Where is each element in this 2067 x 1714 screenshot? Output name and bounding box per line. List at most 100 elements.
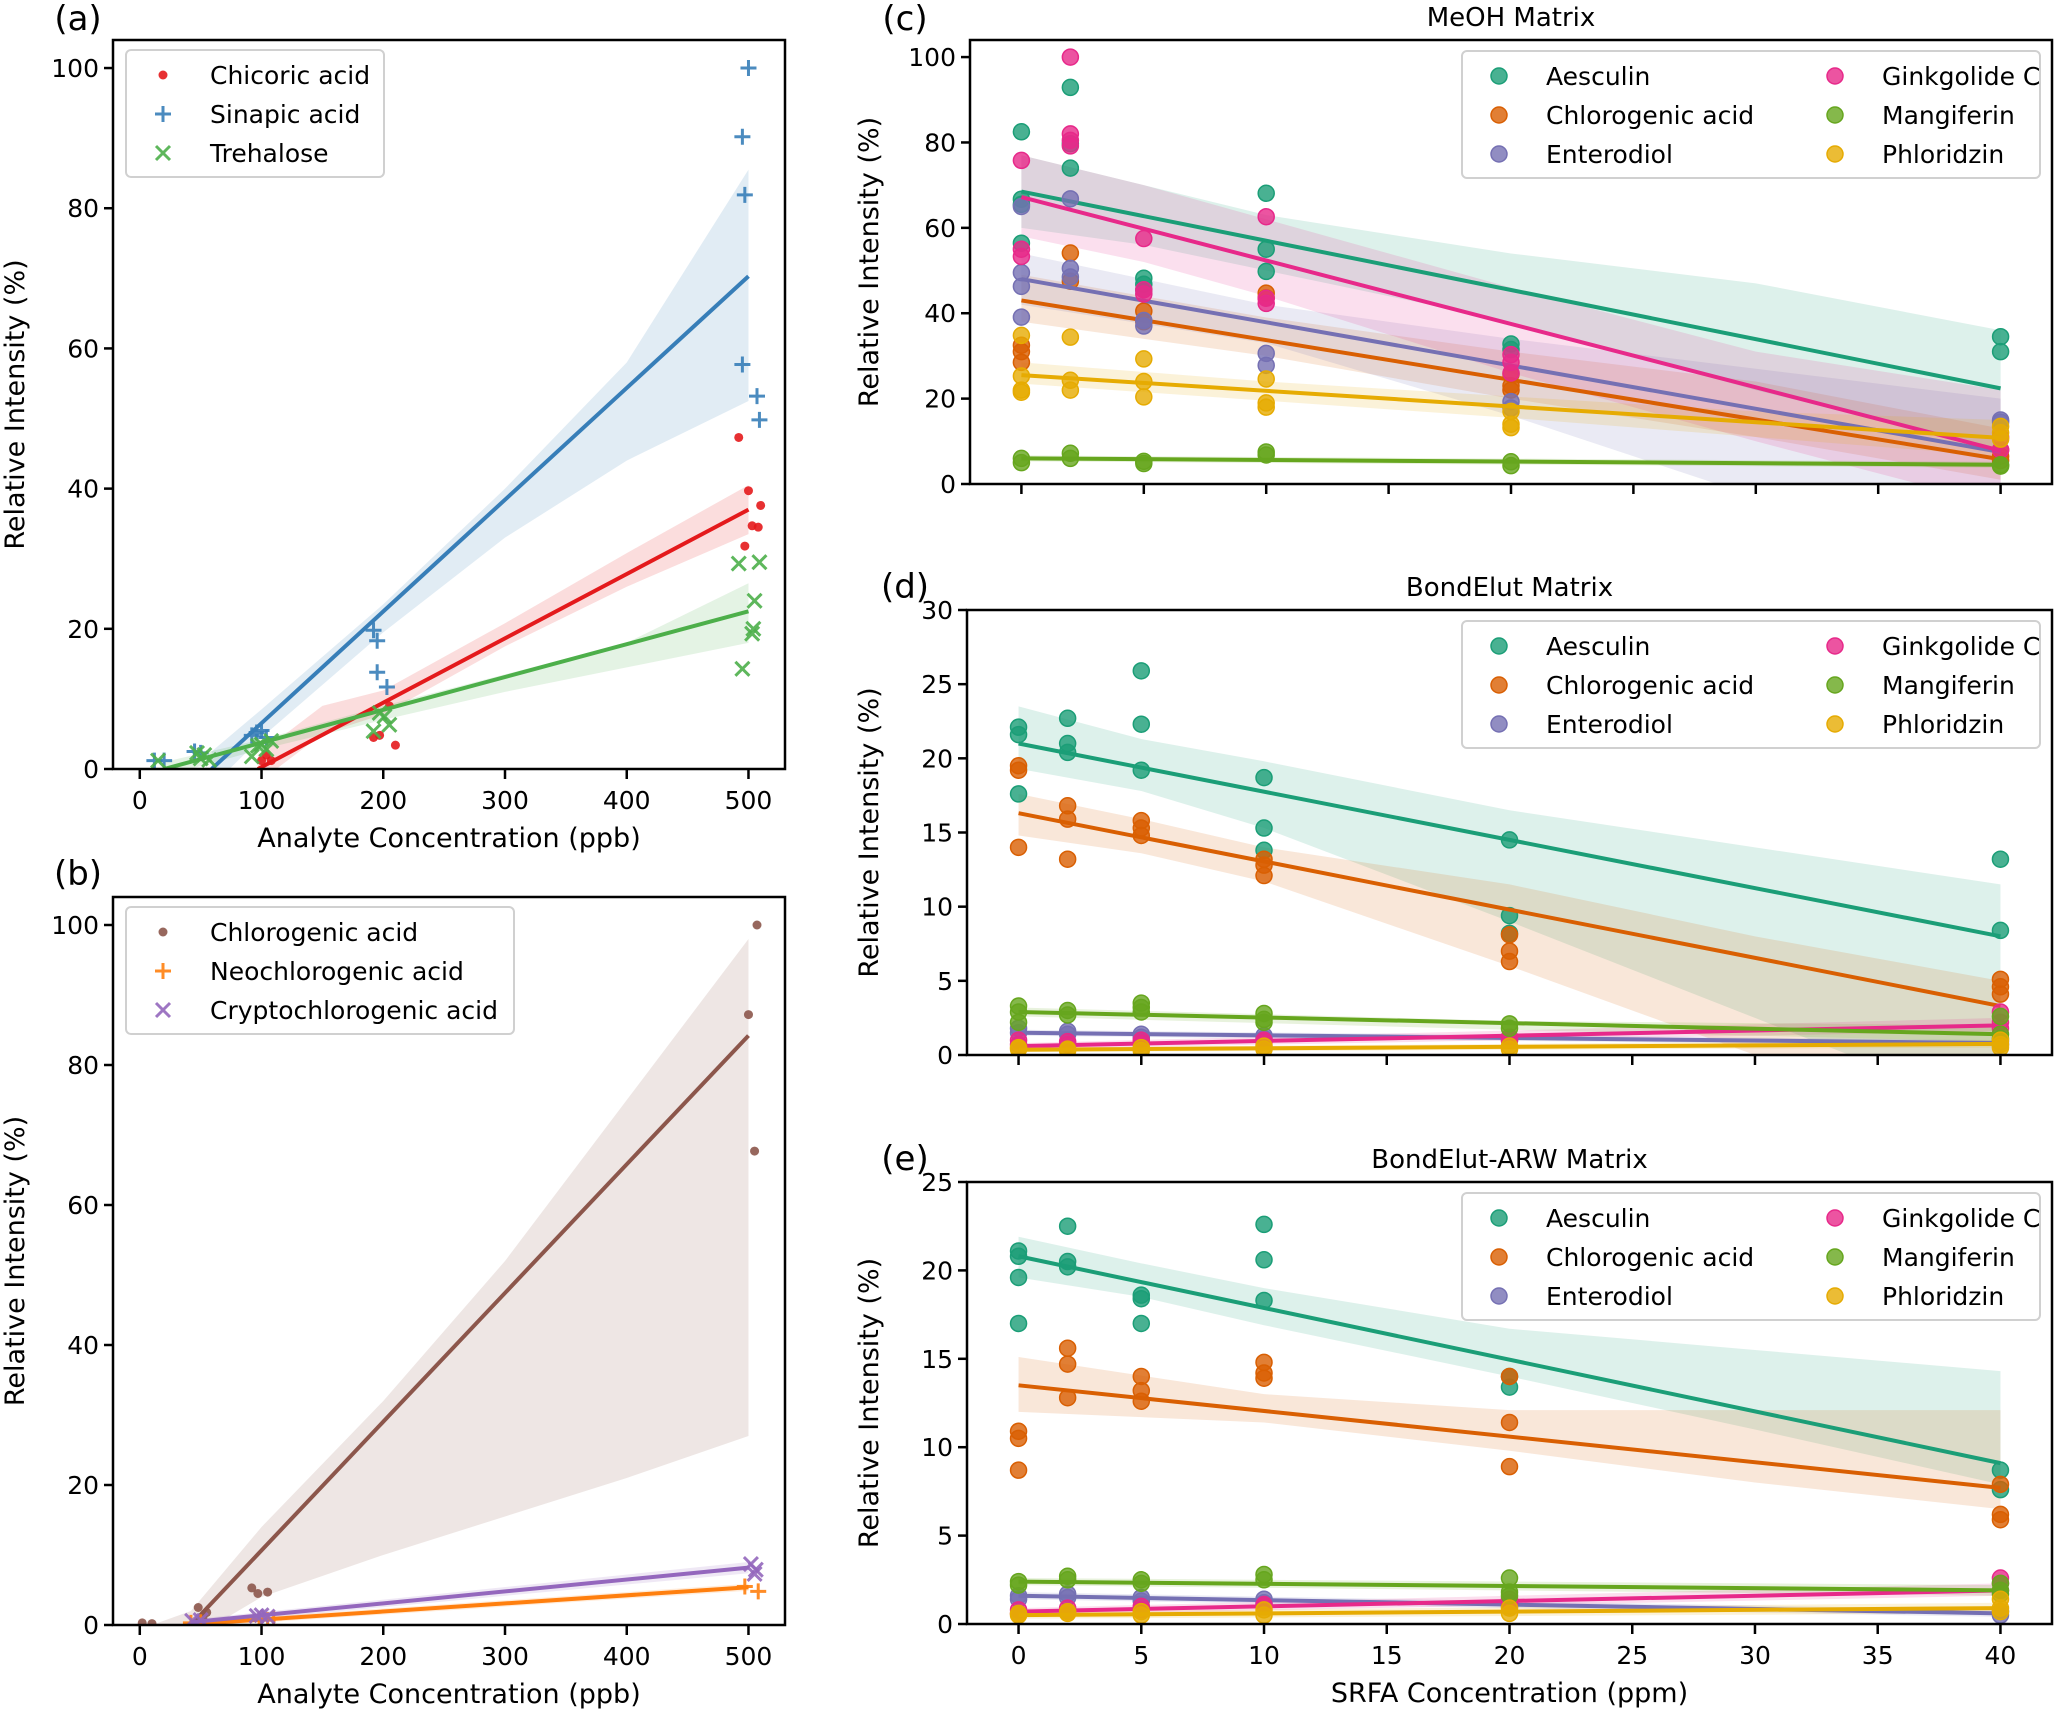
legend-marker: [155, 963, 171, 979]
y-tick-label: 10: [921, 1433, 953, 1462]
data-point: [1257, 398, 1275, 416]
fit-line: [190, 1585, 749, 1625]
data-point: [1257, 207, 1275, 226]
fit-line: [189, 1034, 750, 1625]
data-point: [1061, 190, 1080, 208]
y-tick-label: 15: [921, 1345, 953, 1374]
x-tick-label: 15: [1371, 1641, 1403, 1670]
data-point: [1500, 1457, 1519, 1476]
legend-marker: [154, 1001, 172, 1019]
data-point: [734, 128, 751, 145]
legend-label: Neochlorogenic acid: [210, 957, 464, 986]
y-tick-label: 5: [937, 1522, 953, 1551]
x-tick-label: 100: [238, 786, 286, 815]
fit-line: [1018, 1254, 2001, 1466]
data-point: [1991, 850, 2010, 868]
legend: Aesculin Chlorogenic acid Enterodiol Ginkgo…: [1461, 1192, 2041, 1321]
legend-label: Aesculin: [1546, 632, 1650, 661]
legend-item: Chicoric acid: [158, 61, 370, 90]
series-5: [1009, 1031, 2010, 1055]
y-tick-label: 40: [67, 475, 99, 504]
data-point: [1991, 342, 2010, 361]
data-point: [1009, 785, 1028, 803]
data-point: [1132, 1314, 1151, 1333]
legend-marker: [1490, 67, 1508, 85]
data-point: [1257, 262, 1275, 281]
legend-label: Phloridzin: [1882, 1282, 2004, 1311]
data-point: [1132, 662, 1151, 680]
legend-box: [1461, 50, 2041, 179]
legend-item: Enterodiol: [1490, 140, 1673, 169]
data-point: [1255, 866, 1273, 885]
data-point: [378, 678, 395, 695]
x-tick-label: 20: [1494, 1641, 1526, 1670]
x-tick-label: 0: [1011, 1641, 1027, 1670]
data-point: [751, 554, 768, 571]
data-point: [1061, 328, 1080, 346]
confidence-band: [1021, 155, 2001, 450]
data-point: [743, 486, 753, 496]
x-tick-label: 400: [603, 786, 651, 815]
data-point: [1058, 709, 1077, 728]
fit-line: [190, 1565, 749, 1625]
y-tick-label: 80: [67, 1051, 99, 1080]
legend-item: Mangiferin: [1826, 101, 2015, 130]
data-point: [243, 748, 260, 765]
data-point: [1012, 123, 1031, 141]
legend-item: Cryptochlorogenic acid: [154, 996, 498, 1025]
data-point: [751, 411, 768, 428]
x-tick-label: 200: [359, 1642, 407, 1671]
y-tick-label: 80: [67, 194, 99, 223]
fit-line: [163, 609, 749, 769]
legend-marker: [1490, 1248, 1508, 1266]
panel-c: (c) MeOH Matrix 0 20 40 60 80 100 Relative Inten…: [854, 0, 2054, 499]
data-point: [740, 541, 750, 551]
confidence-band: [151, 939, 749, 1625]
chart-title: BondElut-ARW Matrix: [1371, 1145, 1648, 1175]
legend-item: Ginkgolide C: [1826, 632, 2040, 661]
series-2: [149, 554, 768, 769]
data-point: [1012, 151, 1031, 170]
data-point: [1058, 1355, 1077, 1373]
data-point: [1061, 381, 1080, 399]
data-point: [1061, 268, 1080, 286]
legend-label: Phloridzin: [1882, 140, 2004, 169]
data-point: [263, 1587, 273, 1597]
legend-item: Phloridzin: [1826, 710, 2004, 739]
y-tick-label: 0: [937, 1041, 953, 1070]
series-1: [1009, 757, 2010, 1009]
legend-label: Trehalose: [209, 139, 329, 168]
panel-b: (b) 0 20 40 60 80 100 0 100 200 300 400 500 Analyte C…: [0, 854, 787, 1710]
y-tick-label: 30: [921, 596, 953, 625]
legend-marker: [1826, 67, 1844, 85]
legend-label: Ginkgolide C: [1882, 632, 2040, 661]
data-point: [1009, 1429, 1028, 1448]
data-point: [1009, 1314, 1028, 1333]
legend-item: Neochlorogenic acid: [155, 957, 464, 986]
legend-label: Ginkgolide C: [1882, 1204, 2040, 1233]
legend-label: Enterodiol: [1546, 710, 1673, 739]
series-4: [1012, 443, 2010, 475]
legend-marker: [1490, 145, 1508, 163]
x-tick-label: 300: [481, 786, 529, 815]
legend-item: Enterodiol: [1490, 1282, 1673, 1311]
data-point: [752, 920, 762, 930]
plot-area: [137, 920, 767, 1625]
x-tick-label: 30: [1739, 1641, 1771, 1670]
fit-line: [1018, 1606, 2001, 1618]
data-point: [1012, 277, 1031, 296]
legend-item: Ginkgolide C: [1826, 1204, 2040, 1233]
legend: Aesculin Chlorogenic acid Enterodiol Ginkgo…: [1461, 50, 2041, 179]
confidence-band: [164, 583, 749, 769]
x-tick-label: 300: [481, 1642, 529, 1671]
legend-item: Chlorogenic acid: [158, 918, 418, 947]
series-5: [1009, 1590, 2010, 1624]
y-tick-label: 25: [921, 1168, 953, 1197]
data-point: [1058, 1571, 1077, 1589]
plot-area: [1009, 1215, 2010, 1624]
x-tick-label: 0: [132, 1642, 148, 1671]
data-point: [1500, 1367, 1519, 1386]
legend-label: Phloridzin: [1882, 710, 2004, 739]
legend-item: Aesculin: [1490, 1204, 1650, 1233]
y-tick-label: 80: [924, 128, 956, 157]
